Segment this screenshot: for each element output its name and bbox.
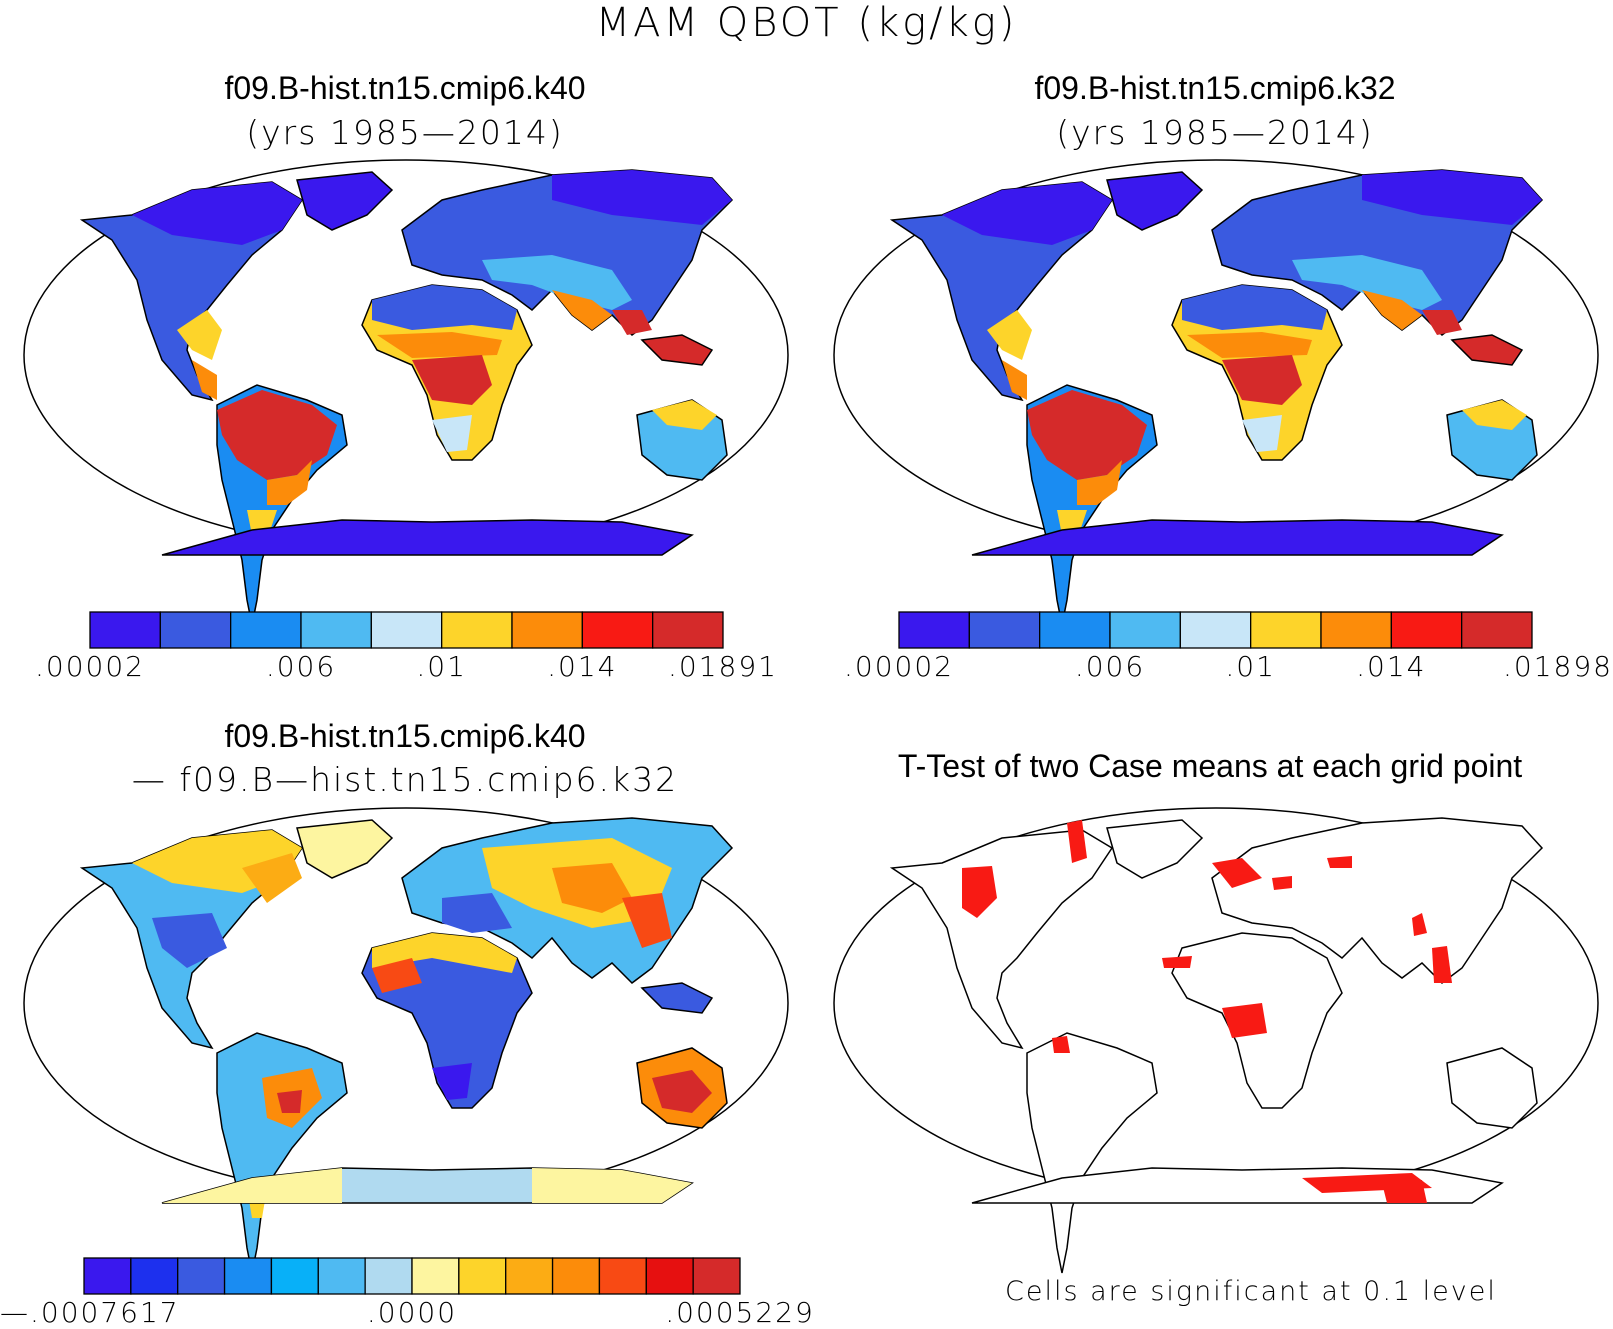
bottom-left-colorbar-swatch — [83, 1257, 132, 1295]
bottom-left-panel-title: f09.B-hist.tn15.cmip6.k40 — [224, 718, 586, 754]
top-right-colorbar-swatch — [1390, 611, 1463, 649]
top-right-colorbar-swatch — [1109, 611, 1181, 649]
bottom-right-map — [833, 807, 1599, 1274]
top-right-colorbar-swatch — [1039, 611, 1111, 649]
top-right-colorbar-tick-label: .00002 — [844, 650, 954, 683]
bottom-left-colorbar-swatch — [598, 1257, 647, 1295]
top-left-colorbar-tick-label: .014 — [547, 650, 618, 683]
top-right-panel-subtitle: (yrs 1985—2014) — [1056, 113, 1374, 152]
top-right-colorbar-swatch — [1320, 611, 1392, 649]
bottom-left-colorbar-swatch — [645, 1257, 694, 1295]
bottom-left-colorbar-swatch — [551, 1257, 601, 1295]
top-left-colorbar-swatch — [300, 611, 372, 649]
bottom-left-map — [23, 807, 789, 1274]
top-left-colorbar-swatch — [159, 611, 232, 649]
top-right-colorbar-swatch — [1179, 611, 1252, 649]
bottom-left-colorbar-swatch — [177, 1257, 226, 1295]
top-left-colorbar-swatch — [370, 611, 443, 649]
top-left-colorbar-tick-label: .01891 — [668, 650, 778, 683]
top-left-panel-title: f09.B-hist.tn15.cmip6.k40 — [224, 70, 586, 106]
top-left-map — [23, 159, 789, 626]
bottom-left-colorbar-swatch — [411, 1257, 460, 1295]
top-right-colorbar-tick-label: .006 — [1074, 650, 1146, 683]
top-right-map — [833, 159, 1599, 626]
bottom-left-colorbar — [83, 1257, 741, 1295]
significance-footnote: Cells are significant at 0.1 level — [1005, 1276, 1497, 1307]
top-right-panel-title: f09.B-hist.tn15.cmip6.k32 — [1034, 70, 1396, 106]
top-left-colorbar-swatch — [441, 611, 513, 649]
top-left-colorbar-swatch — [581, 611, 654, 649]
top-right-colorbar-tick-label: .014 — [1356, 650, 1427, 683]
bottom-left-colorbar-swatch — [223, 1257, 273, 1295]
bottom-left-panel-subtitle: — f09.B—hist.tn15.cmip6.k32 — [131, 760, 679, 799]
top-left-colorbar-swatch — [89, 611, 161, 649]
bottom-left-colorbar-swatch — [458, 1257, 507, 1295]
top-right-colorbar-tick-label: .01898 — [1503, 650, 1613, 683]
top-left-colorbar-swatch — [652, 611, 724, 649]
bottom-left-colorbar-swatch — [270, 1257, 319, 1295]
top-right-colorbar-swatch — [1250, 611, 1322, 649]
bottom-left-colorbar-swatch — [317, 1257, 366, 1295]
top-left-colorbar — [89, 611, 724, 649]
figure-title: MAM QBOT (kg/kg) — [595, 0, 1018, 46]
bottom-left-colorbar-tick-label: .0005229 — [665, 1296, 815, 1329]
bottom-left-colorbar-tick-label: .0000 — [366, 1296, 458, 1329]
top-right-colorbar-tick-label: .01 — [1225, 650, 1276, 683]
top-right-colorbar — [898, 611, 1533, 649]
top-right-colorbar-swatch — [968, 611, 1041, 649]
bottom-left-colorbar-swatch — [505, 1257, 554, 1295]
bottom-left-colorbar-swatch — [692, 1257, 741, 1295]
top-left-colorbar-swatch — [230, 611, 302, 649]
top-left-colorbar-tick-label: .00002 — [35, 650, 145, 683]
bottom-left-colorbar-swatch — [130, 1257, 179, 1295]
top-left-colorbar-tick-label: .006 — [265, 650, 337, 683]
bottom-left-colorbar-tick-label: —.0007617 — [0, 1296, 180, 1329]
top-right-colorbar-swatch — [1461, 611, 1533, 649]
top-right-colorbar-swatch — [898, 611, 970, 649]
bottom-left-colorbar-swatch — [364, 1257, 413, 1295]
top-left-panel-subtitle: (yrs 1985—2014) — [246, 113, 564, 152]
bottom-right-panel-title: T-Test of two Case means at each grid po… — [897, 748, 1523, 784]
top-left-colorbar-swatch — [511, 611, 583, 649]
top-left-colorbar-tick-label: .01 — [416, 650, 467, 683]
significant-cells — [962, 820, 1452, 1203]
